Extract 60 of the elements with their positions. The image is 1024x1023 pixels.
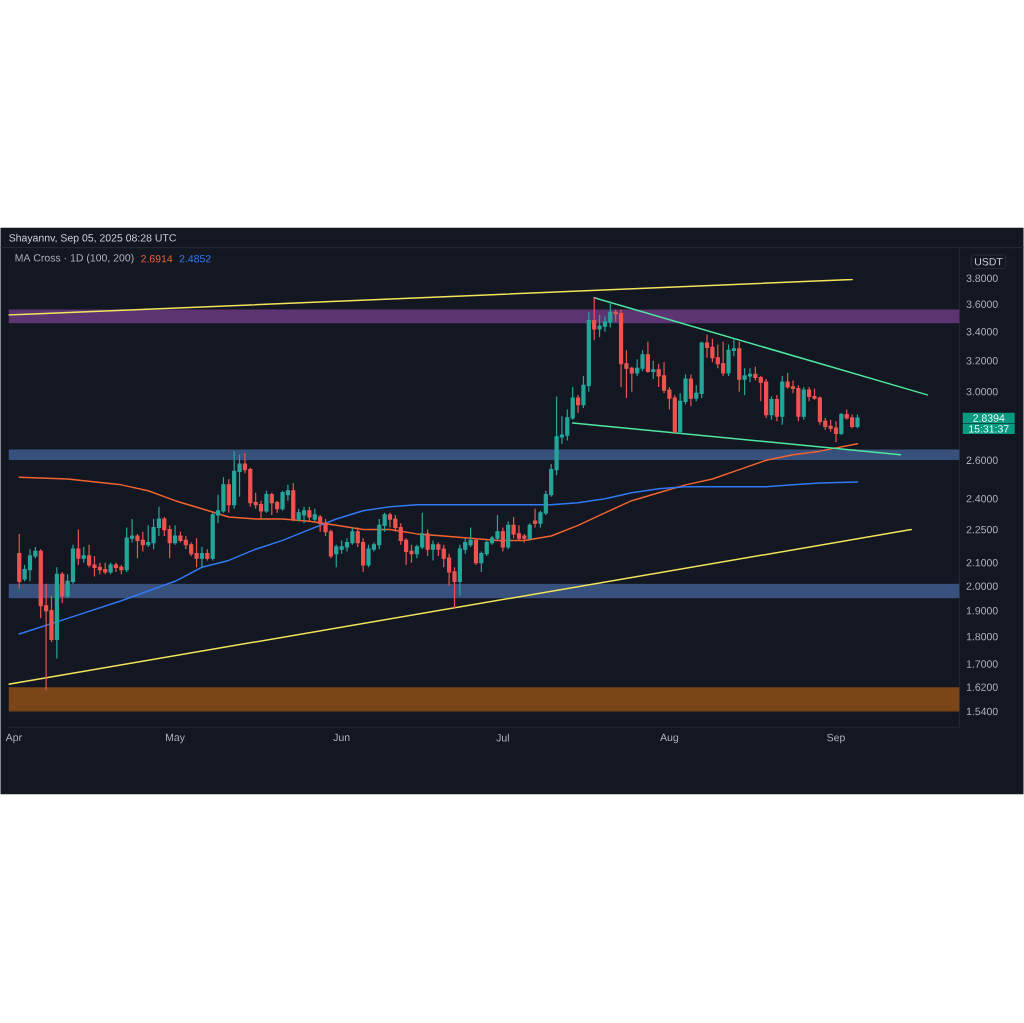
candlestick bbox=[532, 508, 538, 529]
candlestick bbox=[430, 539, 436, 562]
y-tick-label: 1.8000 bbox=[966, 632, 998, 641]
y-tick-label: 1.9000 bbox=[966, 607, 998, 615]
candlestick bbox=[651, 360, 656, 380]
y-tick-label: 2.6000 bbox=[966, 456, 998, 464]
candlestick bbox=[688, 373, 694, 407]
candlestick bbox=[312, 508, 317, 522]
candlestick bbox=[172, 524, 178, 546]
candlestick bbox=[570, 386, 575, 421]
text: 2.8394 bbox=[973, 414, 1005, 422]
line-series bbox=[18, 442, 859, 542]
y-tick-label: 2.4000 bbox=[966, 494, 998, 503]
annotation: MA Cross · 1D (100, 200) bbox=[15, 253, 134, 264]
candlestick bbox=[645, 341, 651, 374]
candlestick bbox=[108, 562, 113, 575]
x-tick-label: Sep bbox=[827, 733, 845, 744]
x-tick-label: Apr bbox=[5, 733, 22, 744]
candlestick bbox=[307, 506, 312, 522]
candlestick bbox=[17, 533, 22, 590]
candlestick bbox=[774, 394, 779, 422]
candlestick bbox=[167, 524, 172, 559]
x-tick-label: Jun bbox=[333, 733, 350, 742]
candlestick bbox=[425, 529, 430, 557]
candlestick bbox=[264, 490, 269, 514]
y-tick-label: 3.2000 bbox=[966, 357, 998, 365]
y-tick-label: 3.6000 bbox=[966, 300, 998, 308]
candlestick bbox=[301, 506, 307, 524]
candlestick bbox=[81, 546, 86, 564]
candlestick bbox=[855, 413, 860, 429]
candlestick bbox=[54, 566, 59, 660]
chart-title: Shayannv, Sep 05, 2025 08:28 UTC bbox=[9, 233, 177, 244]
candlestick bbox=[592, 297, 597, 341]
candlestick bbox=[199, 546, 205, 568]
candlestick bbox=[737, 341, 742, 393]
candlestick bbox=[226, 478, 231, 514]
candlestick bbox=[162, 516, 167, 537]
annotation: 2.6914 bbox=[141, 255, 173, 263]
y-axis-title: USDT bbox=[975, 258, 1003, 266]
y-tick-label: 3.4000 bbox=[966, 327, 998, 336]
y-tick-label: 3.8000 bbox=[966, 274, 998, 283]
candlestick bbox=[839, 412, 844, 436]
candlestick bbox=[769, 395, 774, 421]
y-tick-label: 3.0000 bbox=[966, 387, 998, 396]
candlestick bbox=[575, 394, 581, 414]
text: 15:31:37 bbox=[969, 425, 1009, 433]
x-tick-label: Jul bbox=[496, 733, 509, 742]
x-tick-label: May bbox=[166, 733, 185, 744]
candlestick bbox=[205, 548, 210, 562]
candlestick bbox=[76, 529, 81, 566]
y-tick-label: 1.5400 bbox=[966, 707, 998, 716]
y-tick-label: 2.2500 bbox=[966, 525, 998, 534]
x-tick-label: Aug bbox=[660, 733, 679, 744]
y-tick-label: 2.1000 bbox=[966, 558, 998, 567]
candlestick bbox=[500, 526, 505, 553]
candlestick bbox=[113, 562, 119, 573]
y-tick-label: 2.0000 bbox=[966, 582, 998, 590]
y-tick-label: 1.6200 bbox=[966, 683, 998, 691]
y-tick-label: 1.7000 bbox=[966, 660, 998, 668]
annotation: 2.4852 bbox=[179, 255, 211, 263]
